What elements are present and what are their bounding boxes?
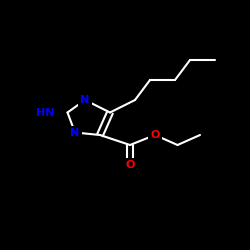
Text: O: O	[150, 130, 160, 140]
Text: HN: HN	[36, 108, 54, 118]
Text: O: O	[125, 160, 135, 170]
Text: N: N	[70, 128, 80, 138]
Text: N: N	[80, 95, 90, 105]
